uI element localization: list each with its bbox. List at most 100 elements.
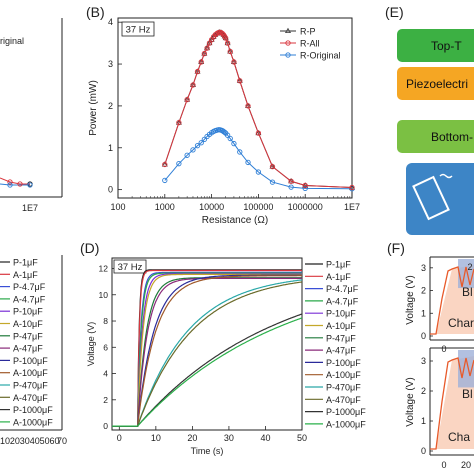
legend-label: A-100μF	[13, 368, 48, 378]
legend-label: A-100μF	[326, 370, 361, 380]
voltage-trace	[430, 266, 474, 335]
series-line	[0, 177, 30, 185]
series-a-1000-f	[112, 317, 303, 427]
data-point	[245, 103, 251, 109]
x-tick-label-a2: 30	[20, 436, 30, 446]
legend-label: A-1μF	[326, 272, 351, 282]
data-point	[269, 179, 276, 185]
data-point	[194, 68, 201, 74]
y-tick-label-b: 3	[108, 59, 113, 69]
legend-label: A-10μF	[13, 319, 43, 329]
series-r-original	[162, 127, 355, 192]
series-a-4-7-f	[112, 272, 302, 427]
y-tick-label: 3	[421, 263, 426, 273]
x-tick-label-b: 10000	[199, 202, 224, 212]
layer-box: Bottom-	[397, 120, 474, 153]
data-point	[227, 135, 233, 142]
series-fragment-a	[0, 177, 33, 188]
device-panel	[406, 163, 474, 235]
legend-label: A-4.7μF	[326, 296, 359, 306]
layer-box: Top-T	[397, 29, 474, 62]
data-point	[255, 169, 262, 175]
annotation-text-b: 37 Hz	[126, 25, 151, 36]
legend-label: A-47μF	[326, 346, 356, 356]
legend-d: P-1μF A-1μF P-4.7μF A-4.7μF P-10μF A-10μF P-47…	[305, 260, 366, 429]
series-p-1-f	[112, 269, 302, 427]
legend-label: P-4.7μF	[13, 282, 46, 292]
data-point	[190, 82, 196, 88]
y-tick-label: 2	[421, 386, 426, 396]
data-point	[231, 140, 237, 147]
data-point	[194, 143, 201, 149]
data-point	[204, 45, 210, 51]
layer-label: Bottom-	[431, 130, 473, 144]
layer-box: Piezoelectri	[397, 67, 474, 100]
legend-label: P-4.7μF	[326, 284, 359, 294]
x-tick-label: 2	[467, 262, 472, 272]
data-point	[27, 182, 33, 188]
legend-label: P-47μF	[326, 333, 356, 343]
label-cha: Char	[448, 316, 474, 330]
annotation-frame-d	[113, 259, 147, 274]
data-point	[184, 96, 190, 103]
legend-label: P-47μF	[13, 331, 43, 341]
panel-a: riginal 1E7 P-1μF A-1μF P-4.7μF A-4.7μF P-10μF…	[0, 18, 67, 446]
vibration-icon	[439, 173, 453, 179]
layer-rect	[397, 120, 474, 153]
legend-label: A-10μF	[326, 321, 356, 331]
data-point	[176, 161, 182, 167]
data-point	[288, 178, 294, 184]
phone-icon	[412, 175, 450, 221]
label-bl: Bl	[462, 387, 473, 401]
y-tick-label-d: 4	[103, 369, 108, 379]
legend-label: P-1μF	[13, 258, 38, 268]
layer-rect	[397, 67, 474, 100]
data-point	[198, 140, 204, 146]
layer-label: Piezoelectri	[406, 77, 468, 91]
x-tick-label-d: 10	[151, 433, 161, 443]
data-point	[223, 35, 229, 41]
data-point	[198, 58, 205, 64]
legend-a: P-1μF A-1μF P-4.7μF A-4.7μF P-10μF A-10μF P-47…	[0, 258, 53, 427]
y-axis-label: Voltage (V)	[405, 275, 416, 324]
data-point	[237, 78, 243, 84]
legend-label: P-1μF	[326, 260, 351, 270]
label-cha: Cha	[448, 430, 470, 444]
data-point	[184, 96, 191, 102]
x-tick-label-a2: 40	[30, 436, 40, 446]
legend-label: P-100μF	[13, 356, 48, 366]
x-tick-label: 0	[441, 344, 446, 354]
data-point	[302, 185, 308, 192]
data-point	[227, 48, 234, 54]
data-point	[349, 184, 355, 191]
legend-label: A-4.7μF	[13, 294, 46, 304]
subplot-f-top: 0 1 2 3 Bl Char 0 2 Voltage (V)	[405, 256, 474, 354]
layer-label: Top-T	[431, 39, 462, 53]
x-tick-label-a2: 70	[57, 436, 67, 446]
blue-region	[458, 259, 474, 289]
x-tick-label-a2: 20	[10, 436, 20, 446]
series-a-10-f	[112, 273, 302, 427]
data-point	[7, 182, 13, 188]
series-line	[164, 129, 353, 190]
y-tick-label: 0	[421, 446, 426, 456]
y-axis-label: Voltage (V)	[405, 377, 416, 426]
data-point	[255, 130, 262, 136]
series-p-100-f	[112, 274, 302, 427]
y-tick-label-d: 2	[103, 395, 108, 405]
y-tick-label-d: 0	[103, 421, 108, 431]
legend-label: P-10μF	[13, 307, 43, 317]
annotation-box-d: 37 Hz	[113, 259, 147, 274]
panel-label-b: (B)	[86, 4, 105, 20]
data-point	[227, 48, 233, 55]
data-point	[288, 184, 294, 190]
x-tick-label-d: 20	[187, 433, 197, 443]
y-tick-label: 0	[421, 331, 426, 341]
legend-label: P-470μF	[13, 381, 48, 391]
label-bl: Bl	[462, 285, 473, 299]
annotation-text-d: 37 Hz	[118, 262, 143, 273]
legend-label: R-P	[300, 27, 316, 37]
x-tick-label-d: 0	[117, 433, 122, 443]
data-point	[245, 102, 252, 108]
data-point	[255, 129, 262, 136]
